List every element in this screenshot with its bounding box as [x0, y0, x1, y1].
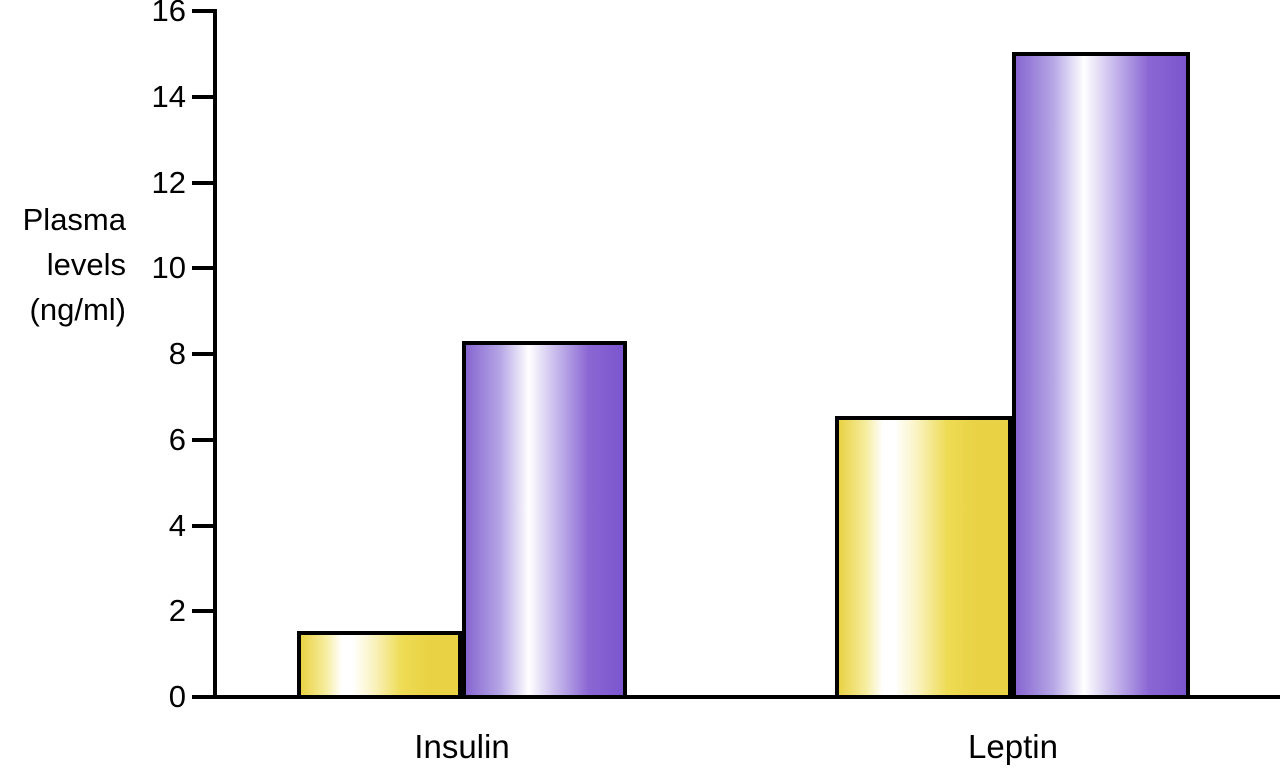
insulin-purple-bar	[462, 341, 627, 699]
y-tick-label: 0	[168, 679, 186, 714]
y-tick-label: 14	[151, 78, 186, 114]
y-axis-title-line-1: Plasma	[22, 202, 126, 237]
category-label-insulin: Insulin	[414, 728, 510, 765]
y-tick-mark	[192, 523, 213, 528]
y-tick-label: 4	[168, 507, 186, 543]
y-tick-mark	[192, 609, 213, 614]
y-tick-mark	[192, 437, 213, 442]
y-tick-mark	[192, 352, 213, 356]
y-tick-mark	[192, 180, 213, 185]
y-axis-title: Plasma levels (ng/ml)	[0, 197, 126, 332]
y-tick-mark	[192, 9, 213, 13]
y-axis-title-line-3: (ng/ml)	[29, 292, 126, 327]
leptin-yellow-bar	[835, 416, 1012, 699]
category-label-leptin: Leptin	[968, 728, 1058, 765]
y-tick-label: 16	[151, 0, 186, 28]
y-tick-label: 12	[151, 164, 186, 200]
y-tick-label: 10	[151, 250, 186, 286]
leptin-purple-bar	[1012, 51, 1190, 699]
y-axis-line	[213, 9, 217, 699]
y-tick-label: 2	[168, 593, 186, 629]
y-tick-label: 6	[168, 421, 186, 457]
y-tick-mark	[192, 695, 213, 699]
x-axis-line	[213, 695, 1280, 699]
y-tick-mark	[192, 266, 213, 271]
insulin-yellow-bar	[297, 630, 462, 699]
y-axis-title-line-2: levels	[46, 247, 126, 282]
y-tick-label: 8	[168, 336, 186, 371]
y-tick-mark	[192, 94, 213, 99]
